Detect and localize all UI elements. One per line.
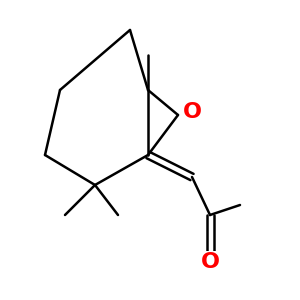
Text: O: O bbox=[182, 102, 202, 122]
Text: O: O bbox=[200, 252, 220, 272]
